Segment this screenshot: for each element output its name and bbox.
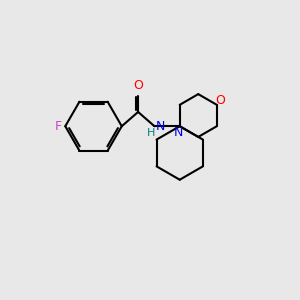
Text: N: N (173, 126, 183, 139)
Text: F: F (55, 120, 62, 133)
Text: H: H (147, 128, 155, 138)
Text: N: N (156, 120, 165, 133)
Text: O: O (215, 94, 225, 107)
Text: O: O (133, 79, 143, 92)
